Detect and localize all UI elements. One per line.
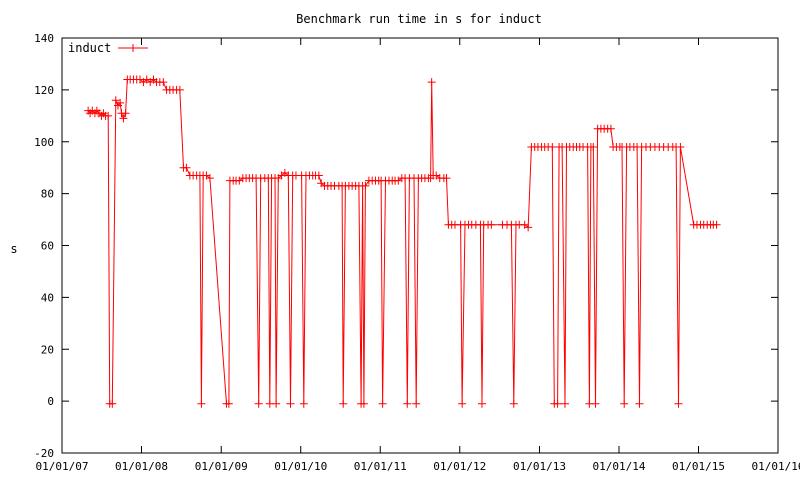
legend: induct [68,41,148,55]
data-point [427,78,436,87]
data-point [116,98,125,107]
data-point [104,111,113,120]
data-point [553,399,562,408]
data-point [121,109,130,118]
x-tick-label: 01/01/08 [115,460,168,473]
y-tick-label: 80 [41,188,54,201]
data-point [182,163,191,172]
y-tick-label: 0 [47,395,54,408]
data-point [591,399,600,408]
y-tick-label: 120 [34,84,54,97]
data-point [175,85,184,94]
x-tick-label: 01/01/10 [274,460,327,473]
data-point [674,399,683,408]
data-point [412,399,421,408]
data-point [361,181,370,190]
data-point [359,399,368,408]
data-point [606,124,615,133]
x-tick-label: 01/01/16 [752,460,800,473]
x-tick-label: 01/01/13 [513,460,566,473]
data-point [524,223,533,232]
series-induct [87,78,717,405]
x-tick-label: 01/01/07 [36,460,89,473]
data-point [403,399,412,408]
x-tick-label: 01/01/11 [354,460,407,473]
y-axis-label: s [10,242,17,256]
y-tick-label: 60 [41,240,54,253]
data-point [272,399,281,408]
data-point [487,220,496,229]
chart-title: Benchmark run time in s for induct [296,12,542,26]
x-tick-label: 01/01/14 [592,460,645,473]
data-point [378,399,387,408]
series-induct-markers [84,75,721,408]
data-point [224,399,233,408]
data-point [314,171,323,180]
legend-marker-induct [129,44,137,52]
y-tick-label: -20 [34,447,54,460]
data-point [620,399,629,408]
x-tick-label: 01/01/12 [433,460,486,473]
data-point [712,220,721,229]
data-point [589,142,598,151]
data-point [254,399,263,408]
legend-label-induct: induct [68,41,111,55]
data-point [477,399,486,408]
data-point [299,399,308,408]
data-point [458,399,467,408]
x-tick-label: 01/01/15 [672,460,725,473]
series-line-induct [87,78,717,405]
data-point [205,174,214,183]
data-point [111,96,120,105]
y-tick-label: 100 [34,136,54,149]
data-point [635,399,644,408]
axis-ticks: -20 0 20 40 60 80 100 120 140 01/01/07 01/01/08 01/… [34,32,800,473]
data-point [442,174,451,183]
data-point [509,399,518,408]
y-tick-label: 40 [41,291,54,304]
plot-frame [61,37,779,454]
x-tick-label: 01/01/09 [195,460,248,473]
y-tick-label: 140 [34,32,54,45]
data-point [119,114,128,123]
data-point [676,142,685,151]
data-point [286,399,295,408]
data-point [108,399,117,408]
y-tick-label: 20 [41,343,54,356]
data-point [560,399,569,408]
data-point [548,142,557,151]
data-point [339,399,348,408]
data-point [159,78,168,87]
data-point [197,399,206,408]
